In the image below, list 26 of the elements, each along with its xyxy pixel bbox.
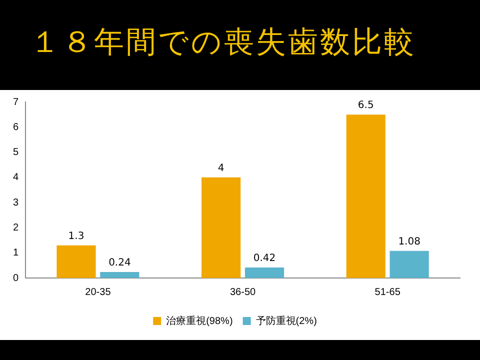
bar [244,267,284,278]
data-label: 0.42 [253,253,276,264]
bar [390,250,429,278]
y-tick-label: 3 [13,197,19,208]
data-label: 1.08 [398,236,420,248]
y-tick-label: 7 [13,96,19,108]
data-label: 0.24 [108,258,131,269]
data-label: 1.3 [68,230,84,242]
y-tick-label: 6 [13,122,19,133]
y-tick-label: 0 [13,272,19,284]
x-tick-label: 20-35 [85,286,112,298]
bar [202,177,241,278]
bar [100,272,140,278]
x-tick-label: 51-65 [374,286,401,298]
legend-label: 治療重視(98%) [166,314,233,327]
bar [56,245,96,278]
data-label: 4 [218,163,224,174]
y-tick-label: 4 [13,172,19,184]
data-label: 6.5 [358,100,374,112]
y-tick-label: 5 [13,147,19,158]
y-tick-label: 2 [13,222,19,234]
x-tick-label: 36-50 [230,286,256,298]
y-tick-label: 1 [13,248,19,259]
legend-label: 予防重視(2%) [256,314,317,327]
bar [346,114,386,278]
chart-title: １８年間での喪失歯数比較 [30,24,416,62]
